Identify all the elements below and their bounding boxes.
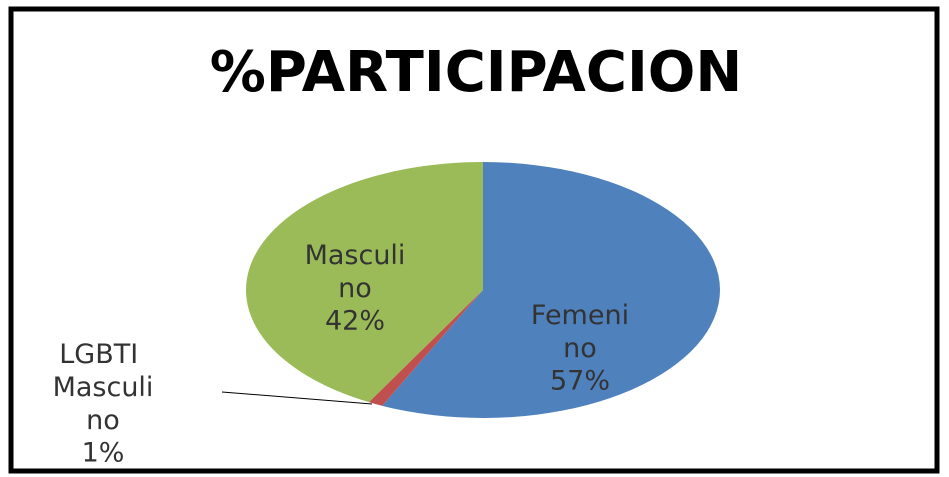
slice-value-label: 1%: [82, 438, 125, 469]
slice-label: LGBTI Masculi no: [53, 339, 154, 436]
pie-slice: [382, 162, 720, 418]
slice-label: Femeni no: [531, 300, 629, 364]
slice-label: Masculi no: [305, 240, 406, 304]
chart-title: %PARTICIPACION: [210, 40, 743, 105]
leader-line: [221, 391, 373, 405]
slice-value-label: 57%: [550, 366, 610, 397]
pie-slice: [245, 162, 483, 403]
slice-value-label: 42%: [325, 306, 385, 337]
pie-slice: [368, 290, 483, 406]
